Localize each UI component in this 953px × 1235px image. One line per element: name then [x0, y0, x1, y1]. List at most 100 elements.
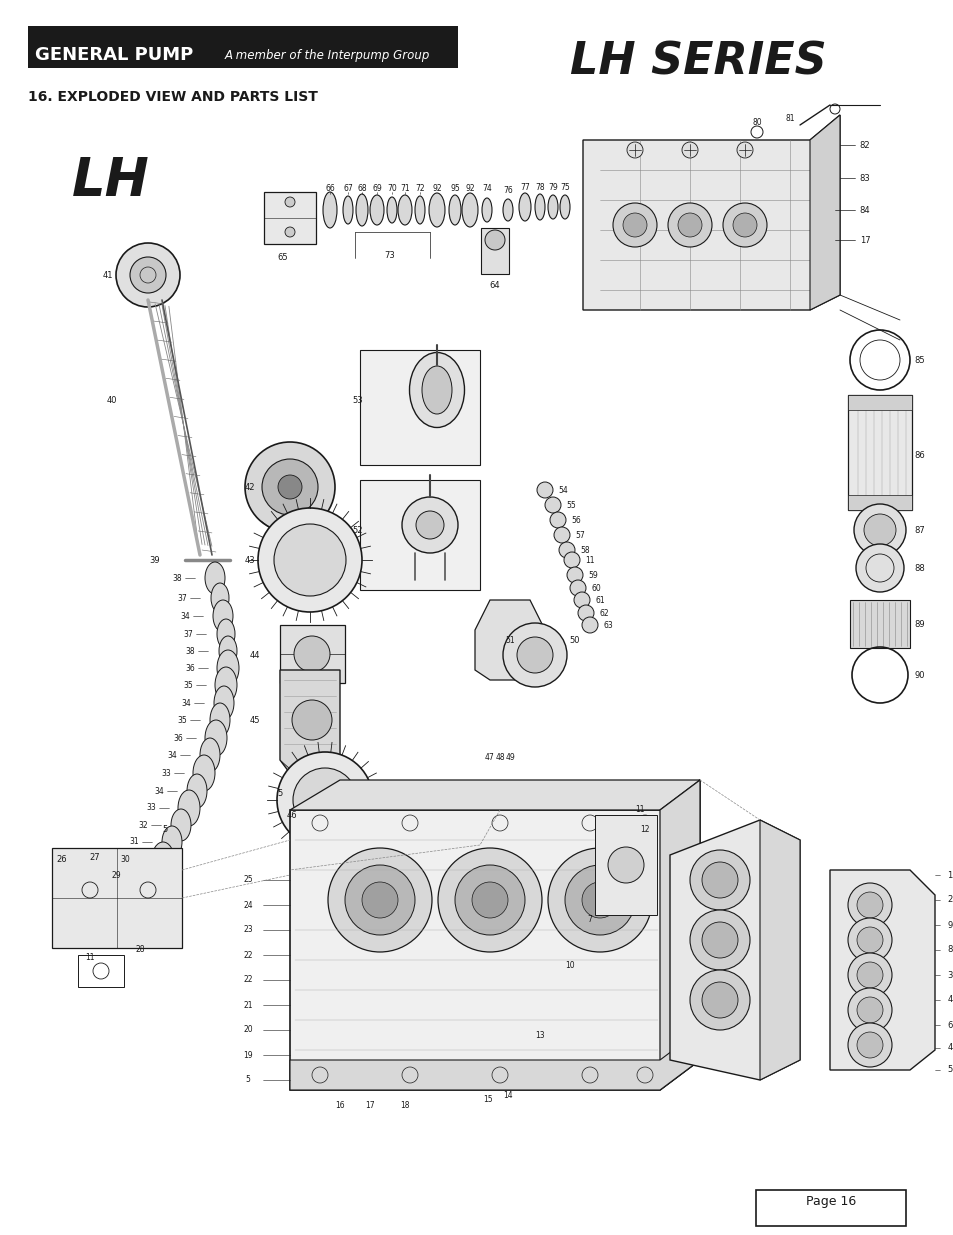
Polygon shape: [847, 395, 911, 510]
Ellipse shape: [387, 198, 396, 224]
Circle shape: [116, 243, 180, 308]
Ellipse shape: [343, 196, 353, 224]
Text: 65: 65: [277, 252, 288, 262]
Bar: [595, 815, 657, 915]
Circle shape: [294, 636, 330, 672]
Circle shape: [437, 848, 541, 952]
Circle shape: [622, 212, 646, 237]
Circle shape: [558, 542, 575, 558]
Circle shape: [544, 496, 560, 513]
Bar: [78, 955, 124, 987]
Bar: [755, 1191, 905, 1226]
Text: 92: 92: [432, 184, 441, 193]
Text: 38: 38: [172, 573, 182, 583]
Text: 87: 87: [914, 526, 924, 535]
Bar: [280, 625, 345, 683]
Circle shape: [607, 847, 643, 883]
Polygon shape: [829, 869, 934, 1070]
Text: 54: 54: [558, 485, 567, 494]
Text: 37: 37: [177, 594, 187, 603]
Ellipse shape: [397, 195, 412, 225]
Text: 23: 23: [243, 925, 253, 935]
Circle shape: [681, 142, 698, 158]
Circle shape: [361, 882, 397, 918]
Text: 24: 24: [243, 900, 253, 909]
Text: 95: 95: [450, 184, 459, 193]
Text: 31: 31: [129, 837, 139, 846]
Circle shape: [847, 953, 891, 997]
Text: 48: 48: [495, 752, 504, 762]
Circle shape: [564, 864, 635, 935]
Text: 49: 49: [506, 752, 516, 762]
Ellipse shape: [535, 194, 544, 220]
Polygon shape: [290, 1030, 700, 1091]
Text: 84: 84: [859, 205, 869, 215]
Text: 44: 44: [250, 651, 260, 659]
Circle shape: [847, 918, 891, 962]
Text: 41: 41: [103, 270, 113, 279]
Text: 14: 14: [502, 1091, 513, 1099]
Circle shape: [245, 442, 335, 532]
Text: 71: 71: [399, 184, 410, 193]
Circle shape: [853, 504, 905, 556]
Text: 15: 15: [482, 1095, 493, 1104]
Bar: [28, 26, 457, 68]
Text: 13: 13: [535, 1030, 544, 1040]
Text: 40: 40: [107, 395, 117, 405]
Text: 86: 86: [914, 451, 924, 459]
Text: 5: 5: [277, 788, 282, 798]
Text: 28: 28: [135, 946, 145, 955]
Circle shape: [292, 700, 332, 740]
Bar: [359, 480, 479, 590]
Circle shape: [626, 142, 642, 158]
Text: 36: 36: [185, 663, 194, 673]
Circle shape: [689, 850, 749, 910]
Ellipse shape: [518, 193, 531, 221]
Text: 59: 59: [587, 571, 598, 579]
Ellipse shape: [210, 703, 230, 737]
Text: Page 16: Page 16: [805, 1195, 855, 1209]
Text: 34: 34: [154, 787, 164, 795]
Circle shape: [285, 227, 294, 237]
Text: 2: 2: [946, 895, 952, 904]
Text: 35: 35: [177, 715, 187, 725]
Text: 11: 11: [85, 953, 94, 962]
Ellipse shape: [323, 191, 336, 228]
Text: 45: 45: [250, 715, 260, 725]
Text: 18: 18: [400, 1100, 410, 1109]
Circle shape: [277, 475, 302, 499]
Circle shape: [732, 212, 757, 237]
Circle shape: [563, 552, 579, 568]
Ellipse shape: [219, 636, 236, 666]
Text: 10: 10: [564, 961, 575, 969]
Polygon shape: [669, 820, 800, 1079]
Ellipse shape: [205, 562, 225, 594]
Circle shape: [856, 1032, 882, 1058]
Circle shape: [847, 1023, 891, 1067]
Ellipse shape: [409, 352, 464, 427]
Circle shape: [856, 962, 882, 988]
Text: 57: 57: [575, 531, 584, 540]
Text: 34: 34: [180, 611, 190, 620]
Circle shape: [547, 848, 651, 952]
Text: 64: 64: [489, 280, 499, 289]
Polygon shape: [847, 395, 911, 410]
Text: 16: 16: [335, 1100, 344, 1109]
Text: 16. EXPLODED VIEW AND PARTS LIST: 16. EXPLODED VIEW AND PARTS LIST: [28, 90, 317, 104]
Circle shape: [847, 988, 891, 1032]
Circle shape: [574, 592, 589, 608]
Circle shape: [701, 923, 738, 958]
Ellipse shape: [193, 755, 214, 790]
Text: 34: 34: [167, 751, 176, 760]
Circle shape: [863, 514, 895, 546]
Text: 22: 22: [243, 976, 253, 984]
Circle shape: [581, 882, 618, 918]
Circle shape: [257, 508, 361, 613]
Circle shape: [285, 198, 294, 207]
Ellipse shape: [547, 195, 558, 219]
Text: 60: 60: [591, 583, 600, 593]
Circle shape: [689, 969, 749, 1030]
Text: 74: 74: [481, 184, 492, 193]
Text: 19: 19: [243, 1051, 253, 1060]
Circle shape: [293, 768, 356, 832]
